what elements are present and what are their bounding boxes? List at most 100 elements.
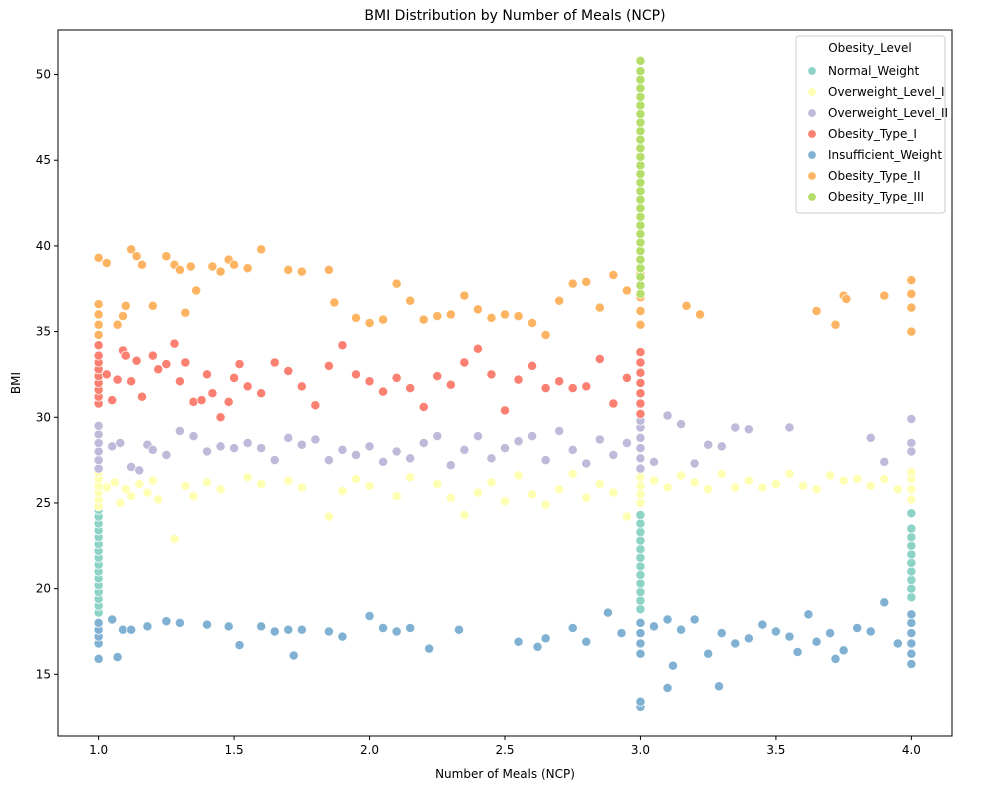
data-point <box>825 628 836 639</box>
data-point <box>743 633 754 644</box>
series-Obesity_Type_I <box>93 338 646 423</box>
legend-item: Obesity_Type_II <box>807 169 920 183</box>
data-point <box>229 372 240 383</box>
data-point <box>635 357 646 368</box>
data-point <box>500 309 510 320</box>
data-point <box>269 357 280 368</box>
data-point <box>906 638 917 649</box>
data-point <box>445 309 456 320</box>
data-point <box>137 259 147 270</box>
data-point <box>879 290 890 301</box>
data-point <box>621 438 632 448</box>
data-point <box>567 468 578 479</box>
data-point <box>635 109 646 119</box>
data-point <box>906 659 917 669</box>
x-tick-label: 3.0 <box>631 743 650 757</box>
data-point <box>608 270 619 280</box>
data-point <box>803 609 814 620</box>
data-point <box>120 300 131 311</box>
data-point <box>757 482 768 493</box>
data-point <box>865 480 876 491</box>
data-point <box>716 628 727 639</box>
data-point <box>892 638 903 649</box>
data-point <box>906 566 917 577</box>
data-point <box>161 616 172 627</box>
data-point <box>126 376 137 387</box>
data-point <box>811 306 822 316</box>
data-point <box>635 220 646 231</box>
data-point <box>351 369 361 380</box>
data-point <box>337 444 348 455</box>
legend-marker <box>807 150 817 160</box>
chart-title: BMI Distribution by Number of Meals (NCP… <box>364 8 665 24</box>
data-point <box>101 369 112 380</box>
data-point <box>621 372 632 383</box>
legend-label: Obesity_Type_II <box>828 169 920 183</box>
data-point <box>906 484 917 495</box>
data-point <box>635 561 646 572</box>
data-point <box>554 426 565 436</box>
y-tick-label: 15 <box>36 667 51 681</box>
data-point <box>635 134 646 145</box>
data-point <box>635 280 646 291</box>
data-point <box>635 160 646 171</box>
data-point <box>269 455 280 466</box>
data-point <box>879 474 890 484</box>
data-point <box>703 439 714 450</box>
data-point <box>134 465 145 476</box>
data-point <box>472 431 483 442</box>
data-point <box>93 463 104 474</box>
data-point <box>378 314 389 325</box>
data-point <box>242 438 253 448</box>
data-point <box>906 628 917 639</box>
data-point <box>296 266 307 277</box>
x-axis: 1.0 1.5 2.0 2.5 3.0 3.5 4.0 <box>89 736 921 757</box>
data-point <box>185 261 196 272</box>
data-point <box>378 456 389 467</box>
data-point <box>147 475 158 486</box>
data-point <box>668 660 678 671</box>
data-point <box>830 319 841 330</box>
data-point <box>906 302 917 313</box>
data-point <box>906 438 917 448</box>
x-tick-label: 3.5 <box>766 743 785 757</box>
data-point <box>527 489 538 500</box>
data-point <box>283 475 294 486</box>
data-point <box>608 487 619 498</box>
data-point <box>147 300 158 311</box>
data-point <box>635 480 646 491</box>
data-point <box>649 621 659 632</box>
data-point <box>703 648 714 659</box>
data-point <box>391 278 402 289</box>
data-point <box>635 443 646 454</box>
data-point <box>93 340 104 351</box>
data-point <box>770 626 781 637</box>
data-point <box>418 402 429 412</box>
data-point <box>323 511 334 522</box>
data-point <box>351 450 361 460</box>
data-point <box>242 263 253 274</box>
data-point <box>93 319 104 330</box>
data-point <box>454 624 464 635</box>
x-tick-label: 2.5 <box>495 743 514 757</box>
data-point <box>378 386 389 397</box>
data-point <box>608 450 619 460</box>
data-point <box>500 443 510 454</box>
y-tick-label: 40 <box>36 239 51 253</box>
legend-marker <box>807 87 817 97</box>
data-point <box>825 470 836 481</box>
data-point <box>364 441 375 452</box>
data-point <box>906 288 917 299</box>
data-point <box>906 508 917 519</box>
data-point <box>101 258 112 268</box>
data-point <box>169 338 180 349</box>
data-point <box>242 472 253 483</box>
data-point <box>594 479 605 490</box>
data-point <box>906 575 917 586</box>
data-point <box>118 311 128 322</box>
data-point <box>730 482 741 493</box>
data-point <box>635 388 646 399</box>
data-point <box>594 354 605 364</box>
data-point <box>269 626 280 637</box>
data-point <box>635 246 646 256</box>
